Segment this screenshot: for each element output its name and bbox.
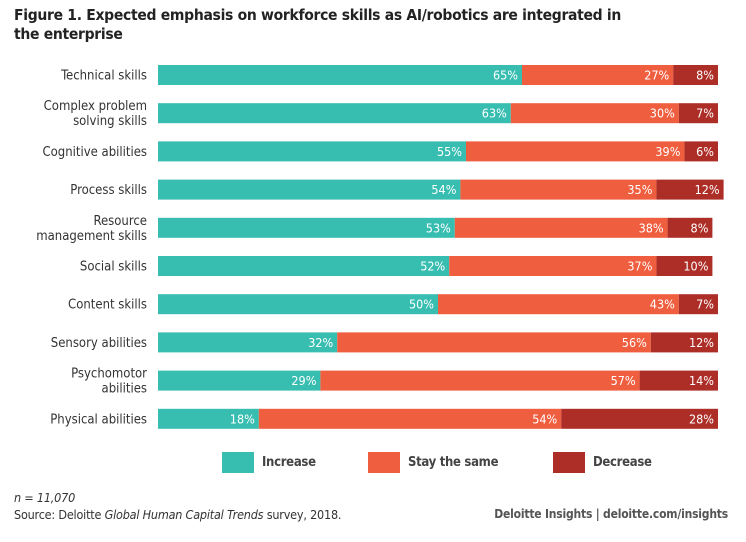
category-label: abilities — [102, 382, 147, 397]
bar-segment-increase — [158, 332, 338, 353]
data-label: 14% — [689, 373, 714, 388]
legend-item-increase: Increase — [222, 452, 316, 473]
bar-segment-stay-the-same — [438, 294, 679, 315]
bar-segment-decrease — [678, 294, 718, 315]
source-note: Source: Deloitte Global Human Capital Tr… — [14, 507, 341, 522]
bar-segment-increase — [158, 103, 511, 124]
bar-segment-increase — [158, 408, 259, 429]
legend-label: Decrease — [593, 455, 652, 470]
data-label: 65% — [493, 68, 518, 83]
bar-segment-decrease — [673, 65, 718, 85]
legend-swatch — [553, 452, 585, 473]
bar-segment-decrease — [656, 179, 724, 200]
bar-segment-increase — [158, 217, 455, 238]
data-label: 10% — [683, 259, 708, 274]
data-label: 39% — [655, 144, 680, 159]
category-label: Process skills — [70, 183, 147, 198]
bar-segment-decrease — [561, 408, 718, 429]
category-label: Psychomotor — [71, 367, 147, 382]
bar-segment-stay-the-same — [522, 65, 674, 85]
data-label: 52% — [420, 259, 445, 274]
data-label: 54% — [431, 182, 456, 197]
bar-segment-stay-the-same — [454, 217, 668, 238]
credit-line: Deloitte Insights | deloitte.com/insight… — [494, 507, 728, 521]
data-label: 35% — [627, 182, 652, 197]
bar-segment-increase — [158, 256, 450, 276]
legend-label: Increase — [262, 455, 316, 470]
category-label: Physical abilities — [50, 412, 147, 427]
data-label: 8% — [691, 220, 709, 235]
bar-segment-stay-the-same — [320, 370, 640, 391]
data-label: 32% — [308, 335, 333, 350]
category-label: Social skills — [80, 260, 147, 275]
bar-segment-stay-the-same — [258, 408, 562, 429]
source-suffix: survey, 2018. — [263, 507, 342, 522]
data-label: 63% — [482, 106, 507, 121]
bar-segment-increase — [158, 294, 438, 315]
source-title: Global Human Capital Trends — [104, 507, 264, 522]
bar-segment-increase — [158, 179, 461, 200]
data-label: 7% — [696, 297, 714, 312]
category-label: Sensory abilities — [51, 336, 147, 351]
data-label: 12% — [695, 182, 720, 197]
legend-swatch — [222, 452, 254, 473]
bar-segment-stay-the-same — [466, 141, 685, 162]
data-label: 7% — [696, 106, 714, 121]
category-label: Technical skills — [60, 69, 147, 84]
category-label: solving skills — [73, 114, 147, 129]
bar-segment-decrease — [678, 103, 718, 124]
data-label: 18% — [230, 411, 255, 426]
category-label: management skills — [36, 229, 147, 244]
legend-swatch — [368, 452, 400, 473]
data-label: 8% — [696, 68, 714, 83]
sample-size: n = 11,070 — [14, 490, 76, 505]
legend-item-decrease: Decrease — [553, 452, 652, 473]
chart-title: Figure 1. Expected emphasis on workforce… — [14, 6, 622, 43]
bar-segment-increase — [158, 370, 321, 391]
bar-segment-stay-the-same — [337, 332, 651, 353]
bar-segment-decrease — [650, 332, 718, 353]
legend-item-stay-the-same: Stay the same — [368, 452, 499, 473]
data-label: 30% — [650, 106, 675, 121]
data-label: 38% — [639, 220, 664, 235]
bar-segment-increase — [158, 141, 466, 162]
bar-segment-decrease — [639, 370, 718, 391]
bar-segment-stay-the-same — [460, 179, 657, 200]
bar-segment-decrease — [656, 256, 713, 276]
data-label: 27% — [644, 68, 669, 83]
category-label: Complex problem — [44, 99, 147, 114]
bar-segment-increase — [158, 65, 522, 85]
category-label: Content skills — [68, 298, 147, 313]
category-label: Resource — [93, 214, 147, 229]
category-label: Cognitive abilities — [42, 145, 147, 160]
data-label: 57% — [611, 373, 636, 388]
data-label: 12% — [689, 335, 714, 350]
data-label: 53% — [426, 220, 451, 235]
bar-segment-stay-the-same — [510, 103, 679, 124]
data-label: 56% — [622, 335, 647, 350]
data-label: 54% — [532, 411, 557, 426]
data-label: 28% — [689, 411, 714, 426]
bar-segment-decrease — [684, 141, 718, 162]
data-label: 37% — [627, 259, 652, 274]
bar-segment-stay-the-same — [449, 256, 657, 276]
data-label: 29% — [291, 373, 316, 388]
data-label: 50% — [409, 297, 434, 312]
legend-label: Stay the same — [408, 455, 499, 470]
source-prefix: Source: Deloitte — [14, 507, 105, 522]
bar-segment-decrease — [667, 217, 713, 238]
data-label: 6% — [696, 144, 714, 159]
data-label: 43% — [650, 297, 675, 312]
data-label: 55% — [437, 144, 462, 159]
